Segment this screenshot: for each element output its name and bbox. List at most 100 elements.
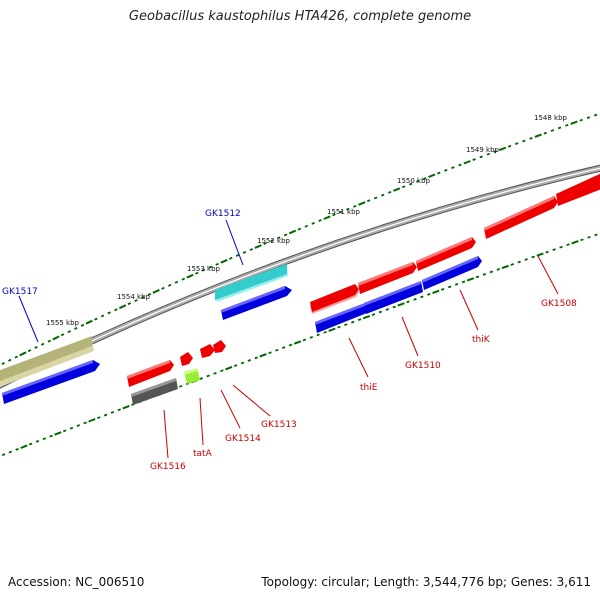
scale-tick [346, 207, 350, 211]
scale-tick [353, 204, 357, 208]
scale-tick [7, 358, 12, 362]
scale-tick [323, 215, 331, 220]
scale-tick [206, 374, 210, 378]
scale-tick [385, 308, 390, 311]
gene-label-tata[interactable]: tatA [193, 449, 213, 459]
gene-red-1[interactable] [310, 284, 359, 312]
scale-tick [380, 193, 385, 197]
scale-tick [62, 429, 67, 433]
scale-tick [536, 252, 544, 257]
gene-gk1516[interactable] [131, 378, 178, 405]
scale-tick [373, 196, 378, 200]
scale-tick [263, 242, 267, 246]
scale-tick [60, 333, 65, 337]
scale-tick [54, 431, 62, 436]
scale-tick [496, 268, 501, 271]
scale-tick [8, 450, 13, 454]
gene-red-small-b[interactable] [180, 352, 193, 366]
gene-label-gk1513[interactable]: GK1513 [261, 420, 297, 430]
kbp-label: 1549 kbp [466, 146, 500, 154]
gene-label-gk1517[interactable]: GK1517 [2, 287, 38, 297]
gene-gk1508[interactable] [484, 196, 558, 239]
scale-tick [371, 313, 376, 316]
kbp-label: 1554 kbp [117, 293, 151, 301]
gene-label-gk1508[interactable]: GK1508 [541, 299, 577, 309]
gene-blue-mid[interactable] [221, 286, 292, 320]
scale-tick [534, 133, 542, 138]
scale-tick [67, 330, 71, 334]
gene-gk1517-body[interactable] [0, 336, 92, 383]
kbp-label: 1552 kbp [257, 237, 291, 245]
gene-gk1512[interactable] [215, 264, 287, 300]
gene-label-gk1514[interactable]: GK1514 [225, 434, 261, 444]
scale-tick [19, 351, 27, 357]
scale-tick [42, 437, 47, 441]
scale-tick [594, 233, 598, 237]
scale-tick [328, 327, 336, 332]
scale-tick [593, 113, 598, 117]
scale-tick [225, 365, 233, 371]
scale-tick [408, 182, 413, 186]
gene-label-gk1512[interactable]: GK1512 [205, 209, 241, 219]
scale-tick [570, 120, 578, 125]
scale-tick [117, 408, 121, 412]
scale-tick [437, 171, 441, 175]
scale-tick [49, 434, 53, 438]
scale-tick [85, 319, 93, 325]
gene-label-gk1516[interactable]: GK1516 [150, 462, 186, 472]
scale-tick [293, 340, 302, 345]
gene-red-5[interactable] [556, 172, 600, 206]
scale-tick [427, 293, 431, 296]
gene-label-thie[interactable]: thiE [360, 383, 378, 393]
gene-gk1513[interactable] [200, 344, 215, 358]
scale-tick [83, 421, 87, 425]
scale-tick [27, 349, 32, 353]
scale-tick [475, 275, 480, 279]
gene-red-small-a[interactable] [127, 360, 174, 387]
scale-tick [281, 346, 286, 349]
scale-tick [339, 210, 343, 214]
gene-blue-left[interactable] [2, 360, 100, 404]
gene-red-2[interactable] [358, 262, 417, 294]
scale-tick [323, 330, 327, 334]
scale-tick [118, 304, 127, 310]
scale-tick [167, 283, 172, 287]
scale-tick [337, 325, 341, 329]
scale-tick [304, 224, 309, 228]
scale-tick [486, 152, 491, 156]
genome-backbone [0, 164, 600, 389]
scale-tick [392, 305, 396, 309]
gene-red-3[interactable] [416, 237, 476, 271]
scale-tick [522, 139, 526, 143]
scale-tick [415, 179, 420, 183]
scale-tick [501, 264, 509, 270]
scale-tick [220, 258, 228, 264]
gene-label-gk1510[interactable]: GK1510 [405, 361, 441, 371]
kbp-label: 1555 kbp [46, 319, 80, 327]
scale-tick [20, 444, 28, 449]
scale-tick [507, 144, 512, 148]
scale-tick [215, 262, 219, 266]
gene-gk1510[interactable] [364, 281, 423, 314]
scale-tick [110, 411, 115, 414]
scale-tick [378, 310, 383, 314]
gene-thie[interactable] [315, 303, 367, 333]
gene-thik[interactable] [422, 256, 482, 290]
scale-tick [440, 288, 445, 291]
scale-tick [97, 416, 101, 420]
scale-tick [80, 323, 85, 327]
gene-blocks [0, 172, 600, 405]
scale-tick [493, 150, 498, 153]
scale-tick [552, 248, 556, 251]
scale-tick [297, 227, 302, 231]
scale-tick [311, 221, 315, 225]
scale-tick [233, 364, 238, 367]
scale-tick [76, 424, 81, 427]
gene-label-thik[interactable]: thiK [472, 335, 491, 345]
scale-tick [463, 160, 471, 165]
kbp-label: 1548 kbp [534, 114, 568, 122]
gene-gk1514[interactable] [213, 340, 226, 353]
scale-tick [199, 377, 204, 380]
scale-tick [543, 131, 548, 135]
scale-tick [40, 342, 45, 346]
